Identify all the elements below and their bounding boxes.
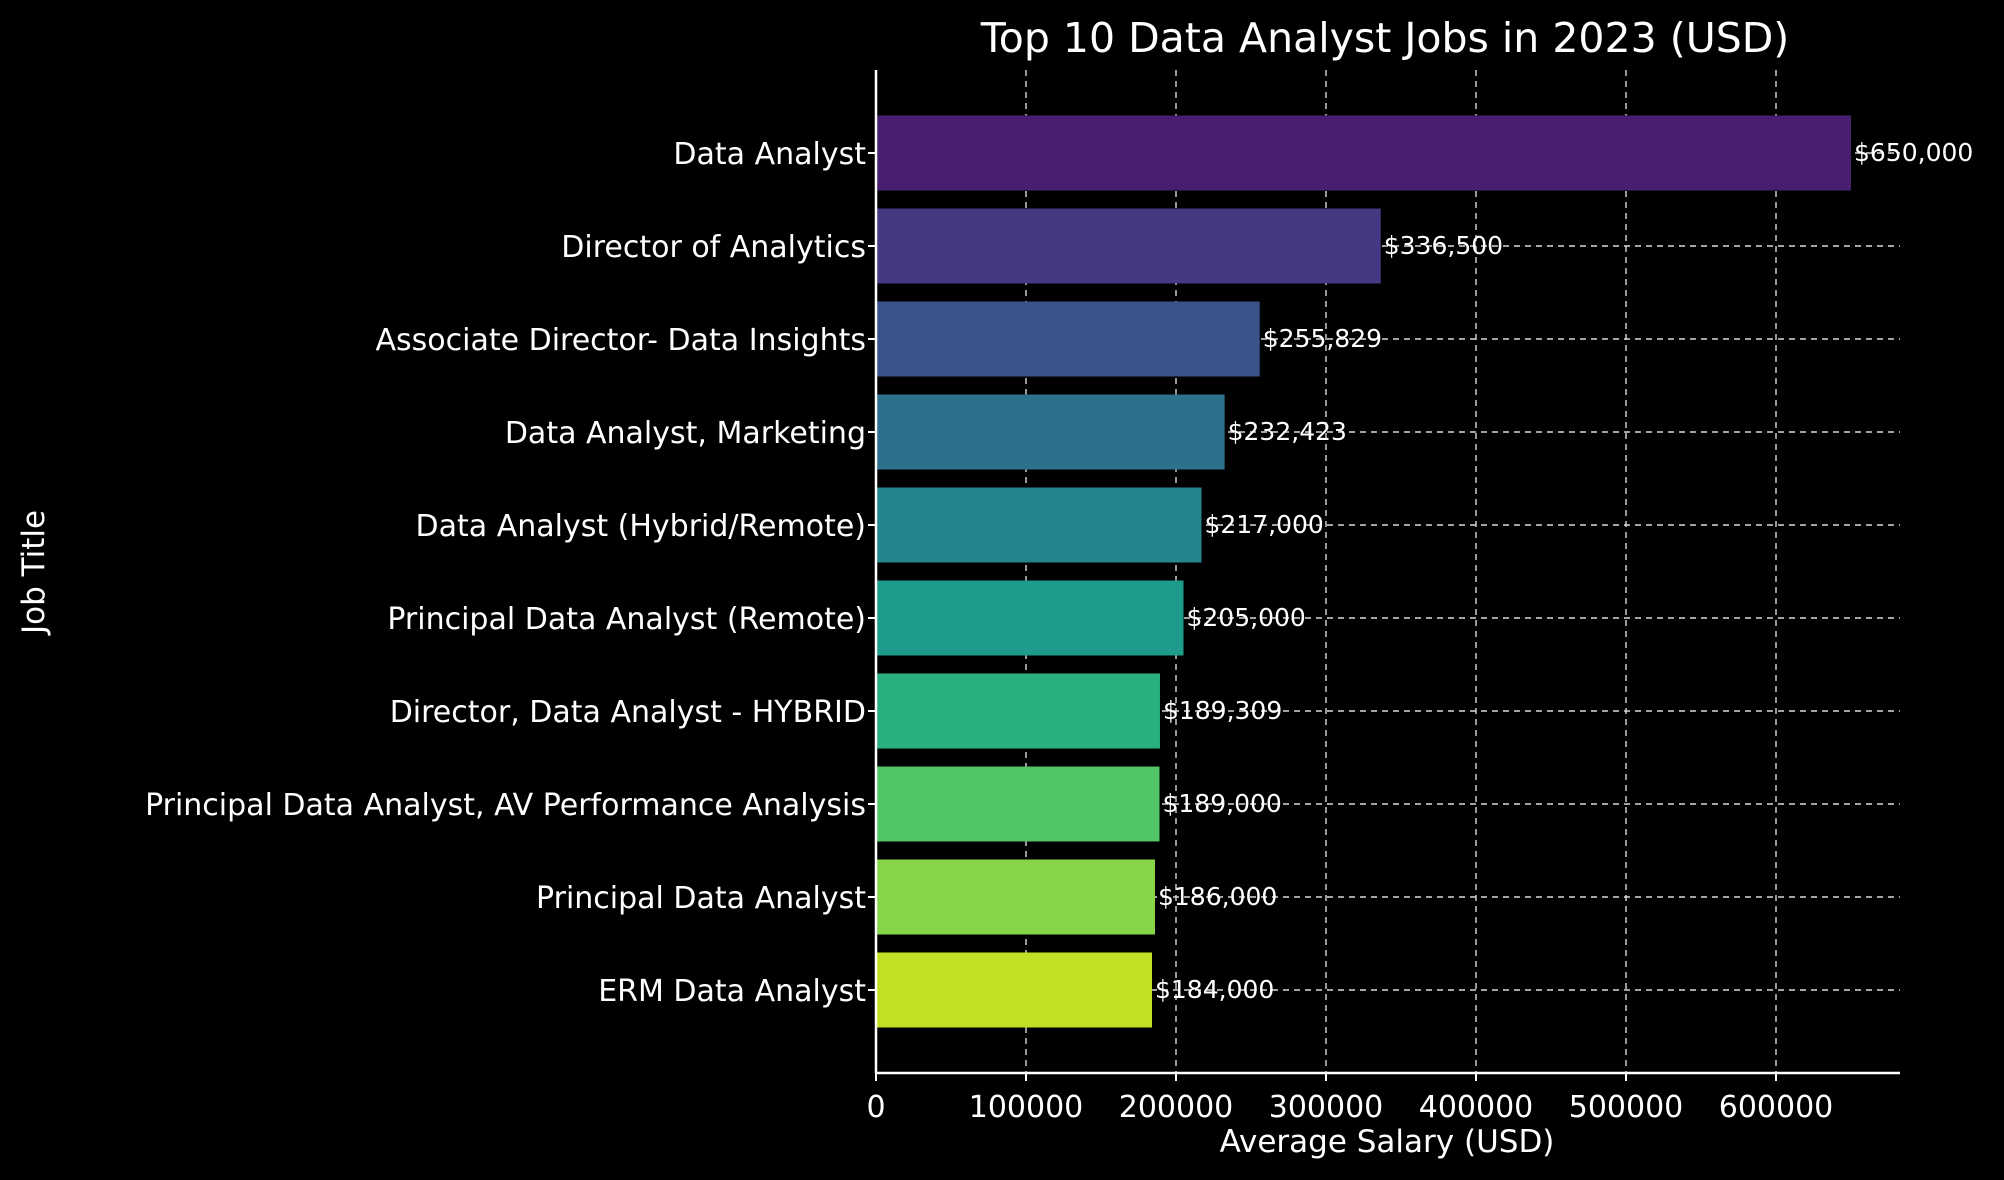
bar: [876, 673, 1160, 749]
y-tick-label: Principal Data Analyst (Remote): [387, 602, 866, 637]
bar-value-label: $232,423: [1228, 417, 1347, 446]
y-tick-label: Data Analyst: [673, 137, 866, 172]
bar-value-label: $217,000: [1205, 510, 1324, 539]
x-tick-labels: 0 100000 200000 300000 400000 500000 600000: [866, 1090, 1833, 1125]
x-tick-label: 0: [866, 1090, 885, 1125]
y-tick-label: ERM Data Analyst: [598, 974, 866, 1009]
bar: [876, 394, 1225, 470]
bar: [876, 766, 1160, 842]
y-axis-label: Job Title: [16, 510, 52, 636]
bar-value-label: $186,000: [1158, 882, 1277, 911]
x-tick-label: 100000: [969, 1090, 1084, 1125]
x-tick-label: 400000: [1419, 1090, 1534, 1125]
bar-value-label: $255,829: [1263, 324, 1382, 353]
bar-value-label: $205,000: [1187, 603, 1306, 632]
bar-value-labels: $650,000 $336,500 $255,829 $232,423 $217,000…: [1155, 138, 1973, 1004]
x-tick-label: 500000: [1569, 1090, 1684, 1125]
chart-title: Top 10 Data Analyst Jobs in 2023 (USD): [980, 14, 1790, 62]
y-tick-label: Principal Data Analyst: [536, 881, 866, 916]
bar-value-label: $189,309: [1163, 696, 1282, 725]
bar-value-label: $336,500: [1384, 231, 1503, 260]
y-tick-label: Associate Director- Data Insights: [375, 323, 866, 358]
bar-value-label: $189,000: [1163, 789, 1282, 818]
bar: [876, 487, 1202, 563]
y-tick-labels: Data Analyst Director of Analytics Associa…: [145, 137, 866, 1009]
bar: [876, 208, 1381, 284]
axes: [868, 70, 1900, 1081]
x-tick-label: 200000: [1119, 1090, 1234, 1125]
bar: [876, 115, 1851, 191]
x-tick-label: 600000: [1719, 1090, 1834, 1125]
bar: [876, 580, 1184, 656]
y-tick-label: Director, Data Analyst - HYBRID: [390, 695, 866, 730]
x-axis-label: Average Salary (USD): [1220, 1124, 1555, 1160]
bar-value-label: $184,000: [1155, 975, 1274, 1004]
bar: [876, 859, 1155, 935]
bars: [876, 115, 1851, 1028]
bar-value-label: $650,000: [1854, 138, 1973, 167]
y-tick-label: Data Analyst (Hybrid/Remote): [416, 509, 866, 544]
x-tick-label: 300000: [1269, 1090, 1384, 1125]
y-tick-label: Principal Data Analyst, AV Performance A…: [145, 788, 866, 823]
bar: [876, 301, 1260, 377]
y-tick-label: Data Analyst, Marketing: [505, 416, 866, 451]
bar: [876, 952, 1152, 1028]
y-tick-label: Director of Analytics: [561, 230, 866, 265]
